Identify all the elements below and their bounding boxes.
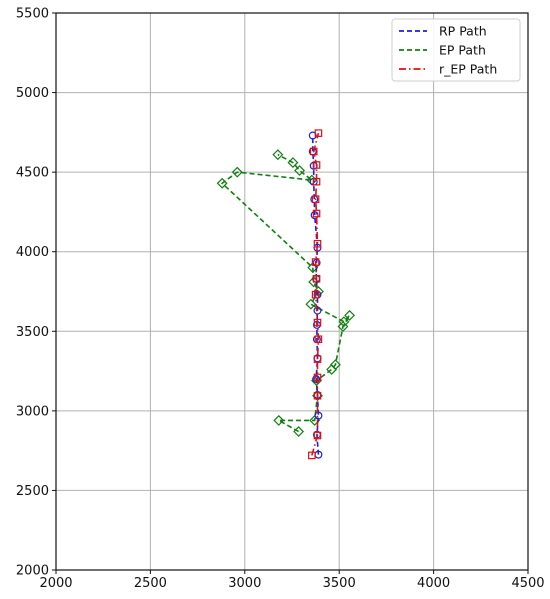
r-ep-path-point bbox=[312, 209, 321, 218]
r-ep-path-point bbox=[313, 355, 322, 363]
r-ep-path-point bbox=[313, 239, 322, 248]
y-tick-label: 4000 bbox=[16, 245, 49, 260]
r-ep-path-point bbox=[313, 373, 322, 382]
legend-label: RP Path bbox=[439, 24, 487, 39]
x-axis-ticks: 2000 2500 3000 3500 4000 4500 bbox=[39, 570, 545, 591]
r-ep-path-point bbox=[308, 451, 316, 460]
legend-label: EP Path bbox=[439, 43, 486, 58]
y-axis-ticks: 2000 2500 3000 3500 4000 4500 5000 5500 bbox=[16, 7, 56, 579]
ep-path-point bbox=[338, 316, 350, 328]
y-tick-label: 3000 bbox=[16, 404, 49, 419]
r-ep-path-point bbox=[314, 335, 323, 344]
y-tick-label: 4500 bbox=[16, 166, 49, 181]
r-ep-path-point bbox=[312, 161, 321, 169]
ep-path-point bbox=[216, 177, 228, 189]
x-tick-label: 3000 bbox=[228, 576, 261, 591]
r-ep-path-point bbox=[313, 431, 322, 440]
ep-path-point bbox=[231, 166, 243, 178]
ep-path-series bbox=[216, 149, 356, 437]
y-tick-label: 5000 bbox=[16, 86, 49, 101]
r-ep-path-point bbox=[312, 274, 321, 283]
ep-path-point bbox=[344, 309, 356, 321]
ep-path-point bbox=[287, 157, 299, 169]
r-ep-path-point bbox=[314, 129, 323, 137]
r-ep-path-point bbox=[312, 177, 321, 186]
x-tick-label: 4500 bbox=[511, 576, 544, 591]
r-ep-path-series bbox=[308, 129, 323, 460]
rp-path-point bbox=[312, 375, 321, 384]
x-tick-label: 2000 bbox=[39, 576, 72, 591]
ep-path-point bbox=[329, 359, 341, 371]
rp-path-point bbox=[313, 306, 322, 315]
ep-path-point bbox=[272, 149, 284, 161]
r-ep-path-point bbox=[313, 391, 322, 400]
y-tick-label: 2500 bbox=[16, 484, 49, 499]
y-tick-label: 3500 bbox=[16, 325, 49, 340]
rp-path-point bbox=[314, 411, 323, 420]
x-tick-label: 4000 bbox=[417, 576, 450, 591]
series-layer bbox=[216, 129, 356, 460]
y-tick-label: 2000 bbox=[16, 564, 49, 579]
r-ep-path-point bbox=[311, 290, 320, 299]
y-tick-label: 5500 bbox=[16, 7, 49, 22]
plot-frame bbox=[55, 12, 529, 571]
ep-path-line bbox=[220, 153, 351, 433]
x-tick-label: 2500 bbox=[134, 576, 167, 591]
r-ep-path-point bbox=[311, 258, 320, 266]
legend-label: r_EP Path bbox=[439, 62, 497, 77]
ep-path-point bbox=[293, 426, 305, 437]
x-tick-label: 3500 bbox=[323, 576, 356, 591]
rp-path-point bbox=[310, 211, 319, 220]
ep-path-point bbox=[294, 165, 306, 176]
r-ep-path-line bbox=[311, 132, 320, 456]
legend: RP Path EP Path r_EP Path bbox=[391, 18, 521, 82]
r-ep-path-point bbox=[311, 195, 320, 203]
ep-path-point bbox=[273, 414, 285, 426]
r-ep-path-point bbox=[309, 147, 318, 156]
grid bbox=[55, 12, 529, 571]
rp-path-point bbox=[308, 131, 317, 140]
r-ep-path-point bbox=[313, 318, 322, 327]
legend-box bbox=[391, 18, 521, 82]
ep-path-point bbox=[305, 298, 317, 310]
